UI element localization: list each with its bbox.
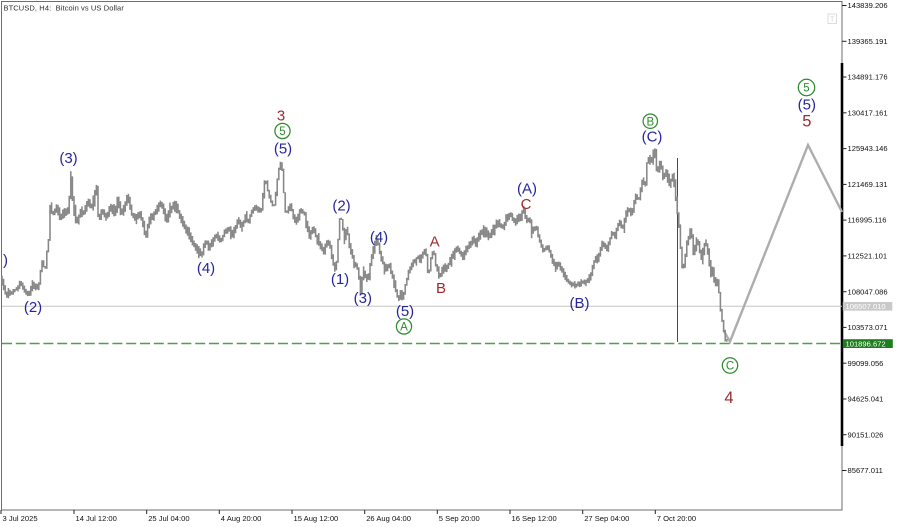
svg-text:(2): (2)	[332, 198, 350, 215]
svg-text:(5): (5)	[798, 97, 816, 114]
svg-text:): )	[3, 252, 8, 269]
svg-text:A: A	[430, 233, 440, 250]
svg-text:14 Jul 12:00: 14 Jul 12:00	[76, 514, 117, 523]
svg-text:(3): (3)	[354, 290, 372, 307]
svg-text:121469.131: 121469.131	[848, 180, 888, 189]
svg-text:5: 5	[802, 113, 811, 131]
svg-text:3: 3	[277, 107, 285, 124]
svg-text:(4): (4)	[197, 260, 215, 277]
svg-text:(5): (5)	[274, 141, 292, 158]
svg-text:(2): (2)	[24, 299, 42, 316]
svg-text:(3): (3)	[59, 150, 77, 167]
svg-text:T: T	[830, 17, 835, 24]
svg-text:C: C	[521, 196, 532, 213]
svg-text:106507.010: 106507.010	[846, 302, 886, 311]
svg-text:15 Aug 12:00: 15 Aug 12:00	[294, 514, 339, 523]
svg-text:16 Sep 12:00: 16 Sep 12:00	[512, 514, 557, 523]
svg-text:(C): (C)	[642, 129, 663, 146]
svg-text:4 Aug 20:00: 4 Aug 20:00	[221, 514, 262, 523]
svg-text:(4): (4)	[370, 229, 388, 246]
svg-text:5: 5	[279, 126, 285, 138]
svg-text:108047.086: 108047.086	[848, 287, 888, 296]
svg-text:(A): (A)	[517, 181, 537, 198]
svg-text:C: C	[726, 361, 734, 373]
svg-text:26 Aug 04:00: 26 Aug 04:00	[366, 514, 411, 523]
svg-text:B: B	[436, 280, 446, 297]
svg-text:25 Jul 04:00: 25 Jul 04:00	[148, 514, 189, 523]
svg-text:134891.176: 134891.176	[848, 73, 888, 82]
svg-text:90151.026: 90151.026	[848, 430, 884, 439]
svg-text:85677.011: 85677.011	[848, 466, 883, 475]
svg-text:4: 4	[724, 389, 733, 407]
svg-text:143839.206: 143839.206	[848, 1, 888, 10]
svg-text:B: B	[646, 116, 654, 128]
svg-text:130417.161: 130417.161	[848, 108, 888, 117]
svg-text:112521.101: 112521.101	[848, 252, 888, 261]
svg-text:5 Sep 20:00: 5 Sep 20:00	[439, 514, 480, 523]
svg-text:(5): (5)	[396, 303, 414, 320]
svg-text:27 Sep 04:00: 27 Sep 04:00	[584, 514, 629, 523]
svg-text:101896.672: 101896.672	[846, 339, 886, 348]
svg-text:A: A	[400, 322, 408, 334]
svg-text:3 Jul 2025: 3 Jul 2025	[3, 514, 38, 523]
svg-text:(B): (B)	[570, 295, 590, 312]
svg-text:139365.191: 139365.191	[848, 37, 888, 46]
svg-text:7 Oct 20:00: 7 Oct 20:00	[657, 514, 696, 523]
svg-text:94625.041: 94625.041	[848, 395, 884, 404]
svg-text:5: 5	[803, 83, 809, 95]
svg-text:99099.056: 99099.056	[848, 359, 884, 368]
svg-text:125943.146: 125943.146	[848, 144, 888, 153]
svg-text:(1): (1)	[331, 271, 349, 288]
svg-text:116995.116: 116995.116	[848, 216, 887, 225]
svg-text:BTCUSD, H4: Bitcoin vs US Dol: BTCUSD, H4: Bitcoin vs US Dollar	[4, 3, 125, 12]
svg-text:103573.071: 103573.071	[848, 323, 888, 332]
